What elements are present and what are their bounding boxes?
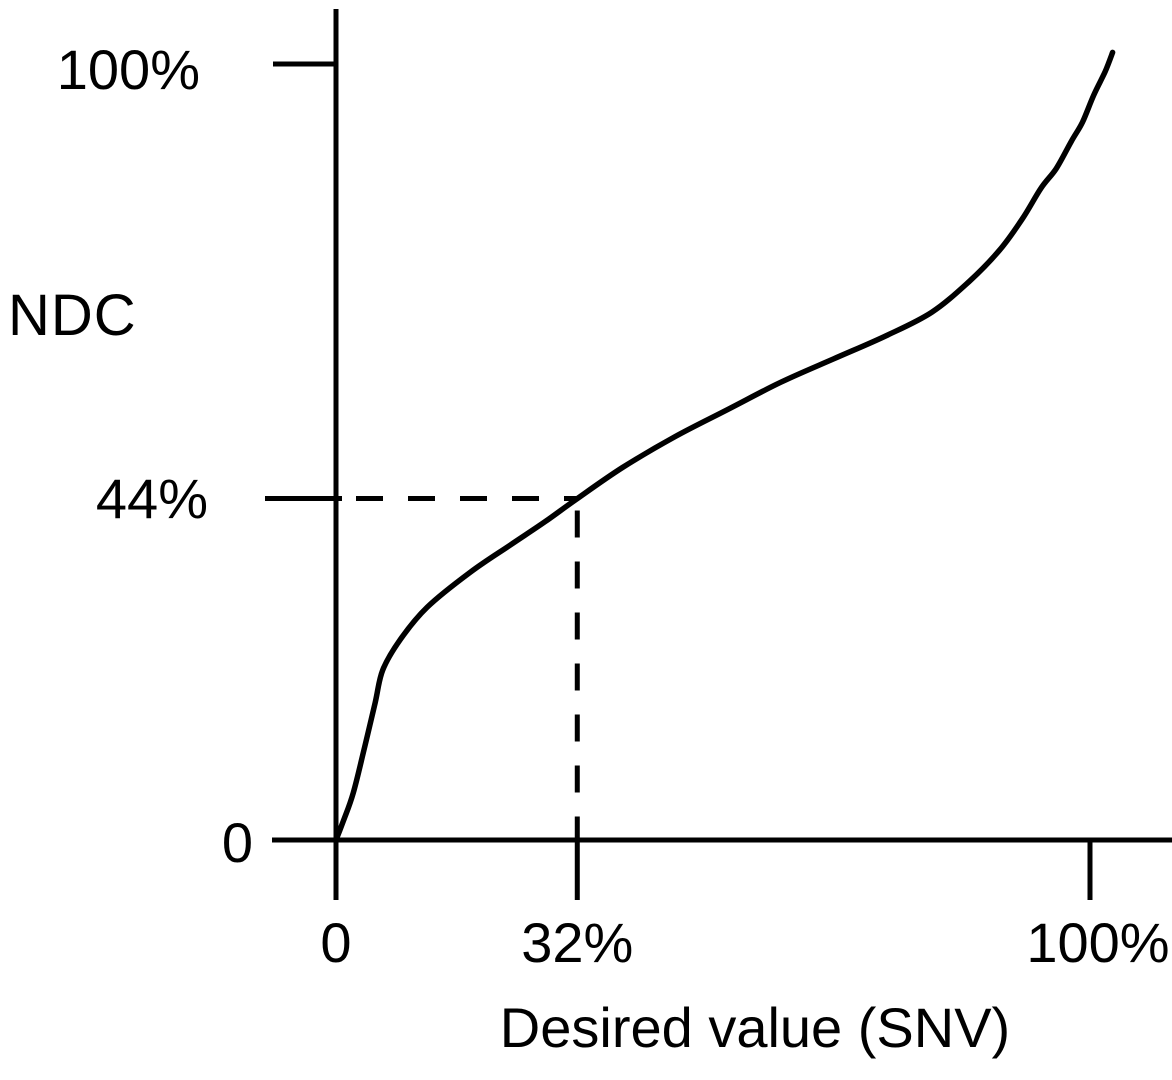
y-tick-label-100: 100%: [56, 38, 200, 101]
y-axis-title: NDC: [8, 283, 137, 348]
y-tick-label-44: 44%: [95, 466, 208, 530]
x-axis-title: Desired value (SNV): [499, 996, 1011, 1059]
x-tick-label-100: 100%: [1026, 911, 1170, 974]
y-tick-label-0: 0: [221, 811, 253, 874]
x-tick-label-0: 0: [320, 911, 352, 974]
x-tick-label-32: 32%: [521, 911, 634, 974]
curve-line: [333, 49, 1116, 843]
